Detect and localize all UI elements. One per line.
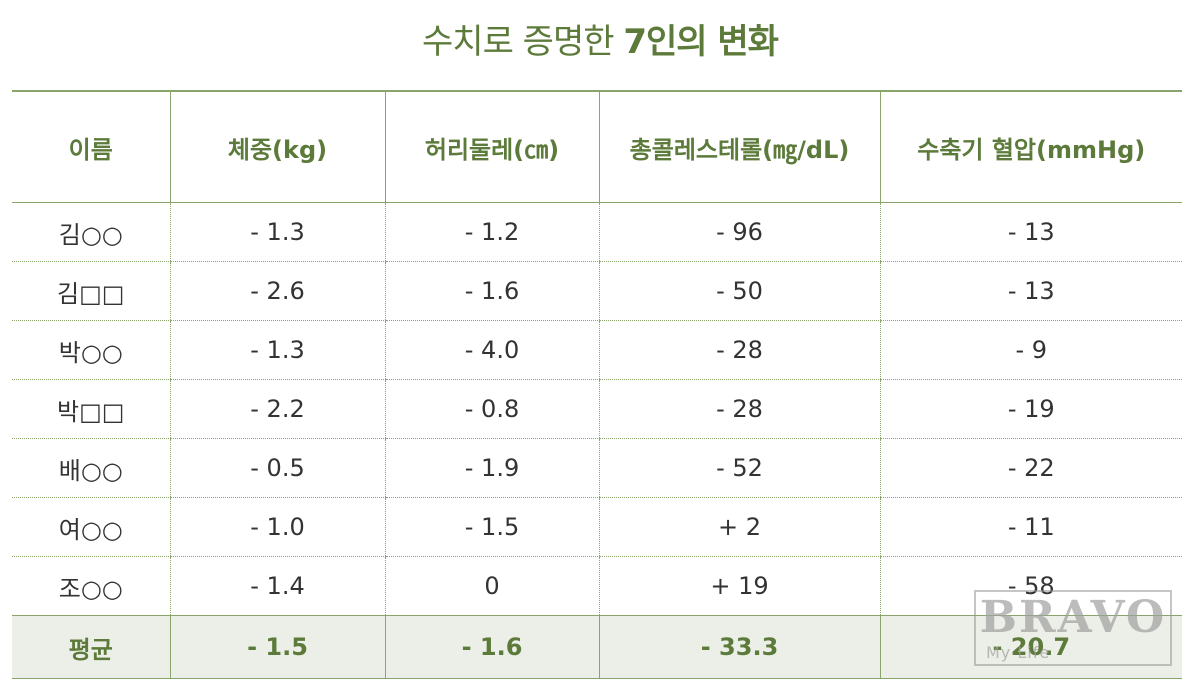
- header-row: 이름 체중(kg) 허리둘레(㎝) 총콜레스테롤(㎎/dL) 수축기 혈압(mm…: [12, 90, 1182, 203]
- cell-cholesterol: - 52: [598, 438, 880, 498]
- cell-weight: - 1.3: [169, 202, 385, 262]
- cell-waist: - 1.9: [384, 438, 599, 498]
- cell-blood-pressure: - 13: [879, 261, 1182, 321]
- cell-weight: - 0.5: [169, 438, 385, 498]
- cell-waist: 0: [384, 556, 599, 616]
- title-normal: 수치로 증명한: [422, 22, 624, 62]
- cell-blood-pressure: - 58: [879, 556, 1182, 616]
- table-row: 박○○ - 1.3 - 4.0 - 28 - 9: [12, 320, 1182, 380]
- cell-name: 김□□: [12, 261, 170, 321]
- cell-blood-pressure: - 22: [879, 438, 1182, 498]
- cell-cholesterol: + 2: [598, 497, 880, 557]
- cell-blood-pressure: - 13: [879, 202, 1182, 262]
- header-weight: 체중(kg): [169, 90, 385, 203]
- cell-waist: - 0.8: [384, 379, 599, 439]
- cell-waist: - 1.5: [384, 497, 599, 557]
- cell-waist: - 1.6: [384, 261, 599, 321]
- average-cholesterol: - 33.3: [598, 615, 880, 679]
- cell-cholesterol: - 28: [598, 320, 880, 380]
- cell-name: 조○○: [12, 556, 170, 616]
- cell-blood-pressure: - 11: [879, 497, 1182, 557]
- average-row: 평균 - 1.5 - 1.6 - 33.3 - 20.7: [12, 615, 1182, 679]
- cell-blood-pressure: - 19: [879, 379, 1182, 439]
- cell-name: 배○○: [12, 438, 170, 498]
- cell-name: 박□□: [12, 379, 170, 439]
- cell-cholesterol: - 50: [598, 261, 880, 321]
- page-title: 수치로 증명한 7인의 변화: [0, 14, 1200, 63]
- watermark-sub: My Life: [986, 643, 1051, 662]
- header-blood-pressure: 수축기 혈압(mmHg): [879, 90, 1182, 203]
- cell-weight: - 2.6: [169, 261, 385, 321]
- cell-name: 박○○: [12, 320, 170, 380]
- cell-cholesterol: + 19: [598, 556, 880, 616]
- title-bold: 7인의 변화: [623, 22, 779, 62]
- table-row: 박□□ - 2.2 - 0.8 - 28 - 19: [12, 379, 1182, 439]
- cell-cholesterol: - 96: [598, 202, 880, 262]
- cell-cholesterol: - 28: [598, 379, 880, 439]
- average-label: 평균: [12, 615, 170, 679]
- header-cholesterol: 총콜레스테롤(㎎/dL): [598, 90, 880, 203]
- watermark-main: BRAVO: [979, 592, 1167, 643]
- cell-weight: - 1.4: [169, 556, 385, 616]
- average-waist: - 1.6: [384, 615, 599, 679]
- table-row: 김○○ - 1.3 - 1.2 - 96 - 13: [12, 202, 1182, 262]
- table-row: 여○○ - 1.0 - 1.5 + 2 - 11: [12, 497, 1182, 557]
- cell-name: 여○○: [12, 497, 170, 557]
- header-name: 이름: [12, 90, 170, 203]
- cell-name: 김○○: [12, 202, 170, 262]
- average-blood-pressure: - 20.7: [879, 615, 1182, 679]
- average-weight: - 1.5: [169, 615, 385, 679]
- cell-waist: - 4.0: [384, 320, 599, 380]
- bravo-watermark: BRAVO My Life: [974, 590, 1172, 666]
- cell-weight: - 1.3: [169, 320, 385, 380]
- cell-weight: - 1.0: [169, 497, 385, 557]
- table-row: 배○○ - 0.5 - 1.9 - 52 - 22: [12, 438, 1182, 498]
- cell-weight: - 2.2: [169, 379, 385, 439]
- cell-waist: - 1.2: [384, 202, 599, 262]
- header-waist: 허리둘레(㎝): [384, 90, 599, 203]
- table-row: 김□□ - 2.6 - 1.6 - 50 - 13: [12, 261, 1182, 321]
- cell-blood-pressure: - 9: [879, 320, 1182, 380]
- results-table: 이름 체중(kg) 허리둘레(㎝) 총콜레스테롤(㎎/dL) 수축기 혈압(mm…: [12, 90, 1182, 679]
